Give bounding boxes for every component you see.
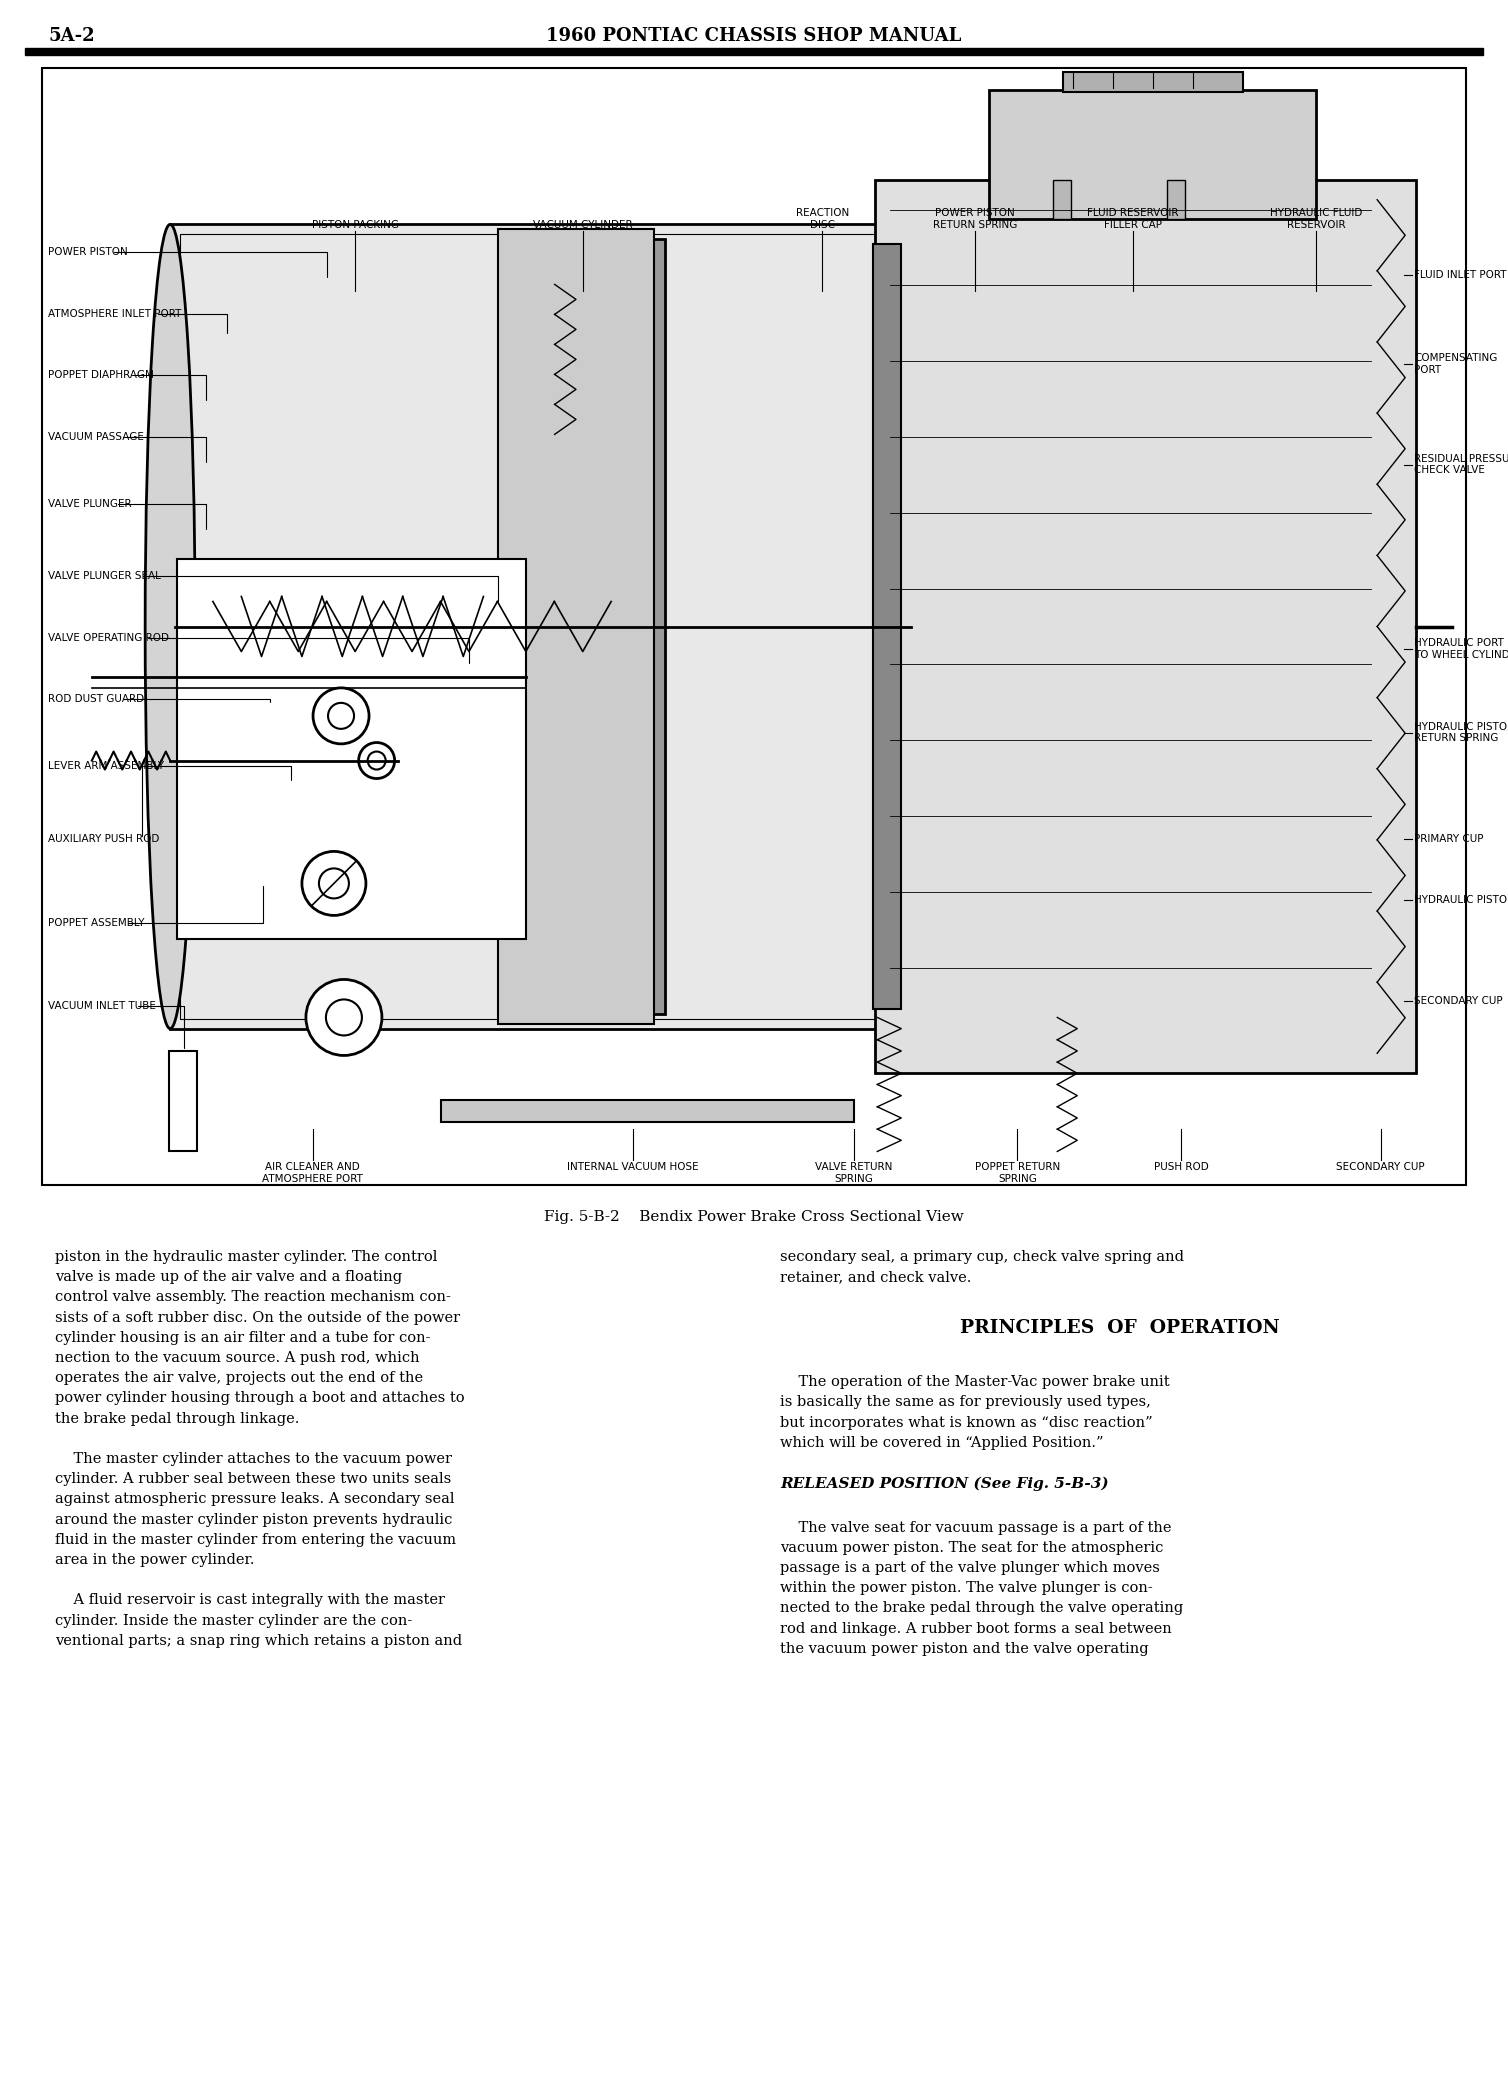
Bar bbox=[1053, 181, 1071, 218]
Text: cylinder. A rubber seal between these two units seals: cylinder. A rubber seal between these tw… bbox=[54, 1471, 451, 1486]
Circle shape bbox=[359, 743, 395, 778]
Text: POPPET RETURN
SPRING: POPPET RETURN SPRING bbox=[974, 1162, 1060, 1183]
Text: area in the power cylinder.: area in the power cylinder. bbox=[54, 1552, 255, 1567]
Text: nection to the vacuum source. A push rod, which: nection to the vacuum source. A push rod… bbox=[54, 1351, 419, 1365]
Text: ATMOSPHERE INLET PORT: ATMOSPHERE INLET PORT bbox=[48, 309, 181, 320]
Text: cylinder. Inside the master cylinder are the con-: cylinder. Inside the master cylinder are… bbox=[54, 1614, 412, 1627]
Text: 1960 PONTIAC CHASSIS SHOP MANUAL: 1960 PONTIAC CHASSIS SHOP MANUAL bbox=[546, 27, 962, 46]
Text: passage is a part of the valve plunger which moves: passage is a part of the valve plunger w… bbox=[780, 1560, 1160, 1575]
Text: AIR CLEANER AND
ATMOSPHERE PORT: AIR CLEANER AND ATMOSPHERE PORT bbox=[262, 1162, 363, 1183]
Text: VACUUM PASSAGE: VACUUM PASSAGE bbox=[48, 432, 143, 442]
Text: but incorporates what is known as “disc reaction”: but incorporates what is known as “disc … bbox=[780, 1415, 1152, 1430]
Text: AUXILIARY PUSH ROD: AUXILIARY PUSH ROD bbox=[48, 834, 160, 845]
Bar bbox=[440, 1100, 854, 1123]
Text: VALVE RETURN
SPRING: VALVE RETURN SPRING bbox=[814, 1162, 893, 1183]
Circle shape bbox=[306, 979, 382, 1056]
Text: PRINCIPLES  OF  OPERATION: PRINCIPLES OF OPERATION bbox=[961, 1320, 1280, 1336]
Text: Fig. 5-B-2    Bendix Power Brake Cross Sectional View: Fig. 5-B-2 Bendix Power Brake Cross Sect… bbox=[544, 1210, 964, 1224]
Text: VACUUM CYLINDER: VACUUM CYLINDER bbox=[534, 220, 633, 230]
Text: within the power piston. The valve plunger is con-: within the power piston. The valve plung… bbox=[780, 1581, 1152, 1596]
Text: sists of a soft rubber disc. On the outside of the power: sists of a soft rubber disc. On the outs… bbox=[54, 1311, 460, 1324]
Bar bbox=[169, 1050, 198, 1152]
Circle shape bbox=[318, 869, 348, 898]
Circle shape bbox=[314, 687, 369, 743]
Text: ventional parts; a snap ring which retains a piston and: ventional parts; a snap ring which retai… bbox=[54, 1633, 461, 1648]
Text: PRIMARY CUP: PRIMARY CUP bbox=[1415, 834, 1484, 845]
Text: retainer, and check valve.: retainer, and check valve. bbox=[780, 1270, 971, 1284]
Text: secondary seal, a primary cup, check valve spring and: secondary seal, a primary cup, check val… bbox=[780, 1249, 1184, 1264]
Text: operates the air valve, projects out the end of the: operates the air valve, projects out the… bbox=[54, 1372, 424, 1386]
Text: PUSH ROD: PUSH ROD bbox=[1154, 1162, 1208, 1172]
Circle shape bbox=[302, 851, 366, 915]
Text: against atmospheric pressure leaks. A secondary seal: against atmospheric pressure leaks. A se… bbox=[54, 1492, 454, 1506]
Text: HYDRAULIC PISTON
RETURN SPRING: HYDRAULIC PISTON RETURN SPRING bbox=[1415, 722, 1508, 743]
Bar bbox=[989, 91, 1316, 218]
Text: the brake pedal through linkage.: the brake pedal through linkage. bbox=[54, 1411, 300, 1426]
Text: A fluid reservoir is cast integrally with the master: A fluid reservoir is cast integrally wit… bbox=[54, 1594, 445, 1608]
Text: which will be covered in “Applied Position.”: which will be covered in “Applied Positi… bbox=[780, 1436, 1104, 1450]
Text: piston in the hydraulic master cylinder. The control: piston in the hydraulic master cylinder.… bbox=[54, 1249, 437, 1264]
Bar bbox=[1063, 73, 1243, 93]
Bar bbox=[42, 68, 1466, 1185]
Text: VALVE PLUNGER: VALVE PLUNGER bbox=[48, 498, 131, 508]
Bar bbox=[1167, 181, 1185, 218]
Text: The operation of the Master-Vac power brake unit: The operation of the Master-Vac power br… bbox=[780, 1376, 1170, 1390]
Text: RELEASED POSITION (See Fig. 5-B-3): RELEASED POSITION (See Fig. 5-B-3) bbox=[780, 1475, 1108, 1490]
Text: LEVER ARM ASSEMBLY: LEVER ARM ASSEMBLY bbox=[48, 762, 164, 772]
Bar bbox=[498, 230, 654, 1023]
Text: cylinder housing is an air filter and a tube for con-: cylinder housing is an air filter and a … bbox=[54, 1330, 430, 1345]
Text: SECONDARY CUP: SECONDARY CUP bbox=[1415, 996, 1502, 1006]
Bar bbox=[629, 239, 665, 1013]
Text: HYDRAULIC FLUID
RESERVOIR: HYDRAULIC FLUID RESERVOIR bbox=[1270, 208, 1363, 230]
Text: COMPENSATING
PORT: COMPENSATING PORT bbox=[1415, 353, 1497, 376]
Text: rod and linkage. A rubber boot forms a seal between: rod and linkage. A rubber boot forms a s… bbox=[780, 1623, 1172, 1635]
Text: POWER PISTON
RETURN SPRING: POWER PISTON RETURN SPRING bbox=[932, 208, 1016, 230]
Text: PISTON PACKING: PISTON PACKING bbox=[312, 220, 398, 230]
Text: VALVE PLUNGER SEAL: VALVE PLUNGER SEAL bbox=[48, 571, 161, 581]
Text: around the master cylinder piston prevents hydraulic: around the master cylinder piston preven… bbox=[54, 1513, 452, 1527]
Text: nected to the brake pedal through the valve operating: nected to the brake pedal through the va… bbox=[780, 1602, 1184, 1616]
Text: VACUUM INLET TUBE: VACUUM INLET TUBE bbox=[48, 1002, 155, 1011]
Text: vacuum power piston. The seat for the atmospheric: vacuum power piston. The seat for the at… bbox=[780, 1542, 1163, 1554]
Text: INTERNAL VACUUM HOSE: INTERNAL VACUUM HOSE bbox=[567, 1162, 698, 1172]
Text: POPPET DIAPHRAGM: POPPET DIAPHRAGM bbox=[48, 369, 154, 380]
Bar bbox=[26, 48, 1482, 56]
Text: SECONDARY CUP: SECONDARY CUP bbox=[1336, 1162, 1425, 1172]
Text: valve is made up of the air valve and a floating: valve is made up of the air valve and a … bbox=[54, 1270, 403, 1284]
Text: is basically the same as for previously used types,: is basically the same as for previously … bbox=[780, 1396, 1151, 1409]
Bar bbox=[178, 560, 526, 940]
Bar bbox=[875, 181, 1416, 1073]
Text: 5A-2: 5A-2 bbox=[48, 27, 95, 46]
Text: VALVE OPERATING ROD: VALVE OPERATING ROD bbox=[48, 633, 169, 643]
Ellipse shape bbox=[145, 224, 195, 1029]
Text: fluid in the master cylinder from entering the vacuum: fluid in the master cylinder from enteri… bbox=[54, 1533, 455, 1546]
Circle shape bbox=[368, 751, 386, 770]
Text: FLUID RESERVOIR
FILLER CAP: FLUID RESERVOIR FILLER CAP bbox=[1087, 208, 1179, 230]
Circle shape bbox=[326, 1000, 362, 1035]
Text: REACTION
DISC: REACTION DISC bbox=[796, 208, 849, 230]
Text: The master cylinder attaches to the vacuum power: The master cylinder attaches to the vacu… bbox=[54, 1452, 452, 1467]
Text: POWER PISTON: POWER PISTON bbox=[48, 247, 128, 257]
Text: POPPET ASSEMBLY: POPPET ASSEMBLY bbox=[48, 917, 145, 928]
Text: HYDRAULIC PISTON: HYDRAULIC PISTON bbox=[1415, 894, 1508, 905]
Bar bbox=[170, 224, 896, 1029]
Text: control valve assembly. The reaction mechanism con-: control valve assembly. The reaction mec… bbox=[54, 1291, 451, 1305]
Circle shape bbox=[329, 703, 354, 728]
Text: HYDRAULIC PORT
TO WHEEL CYLINDERS: HYDRAULIC PORT TO WHEEL CYLINDERS bbox=[1415, 637, 1508, 660]
Text: FLUID INLET PORT: FLUID INLET PORT bbox=[1415, 270, 1506, 280]
Text: The valve seat for vacuum passage is a part of the: The valve seat for vacuum passage is a p… bbox=[780, 1521, 1172, 1536]
Text: ROD DUST GUARD: ROD DUST GUARD bbox=[48, 695, 145, 703]
Text: RESIDUAL PRESSURE
CHECK VALVE: RESIDUAL PRESSURE CHECK VALVE bbox=[1415, 454, 1508, 475]
Text: the vacuum power piston and the valve operating: the vacuum power piston and the valve op… bbox=[780, 1641, 1149, 1656]
Bar bbox=[179, 234, 887, 1019]
Bar bbox=[873, 245, 900, 1008]
Text: power cylinder housing through a boot and attaches to: power cylinder housing through a boot an… bbox=[54, 1392, 464, 1405]
